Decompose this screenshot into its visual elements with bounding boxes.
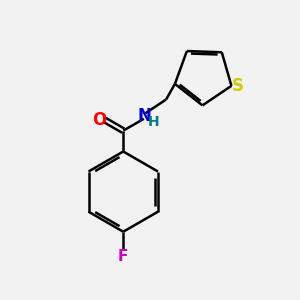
Text: F: F [118, 249, 128, 264]
Text: O: O [92, 111, 106, 129]
Text: N: N [137, 107, 151, 125]
Text: H: H [148, 115, 159, 129]
Text: S: S [232, 77, 244, 95]
